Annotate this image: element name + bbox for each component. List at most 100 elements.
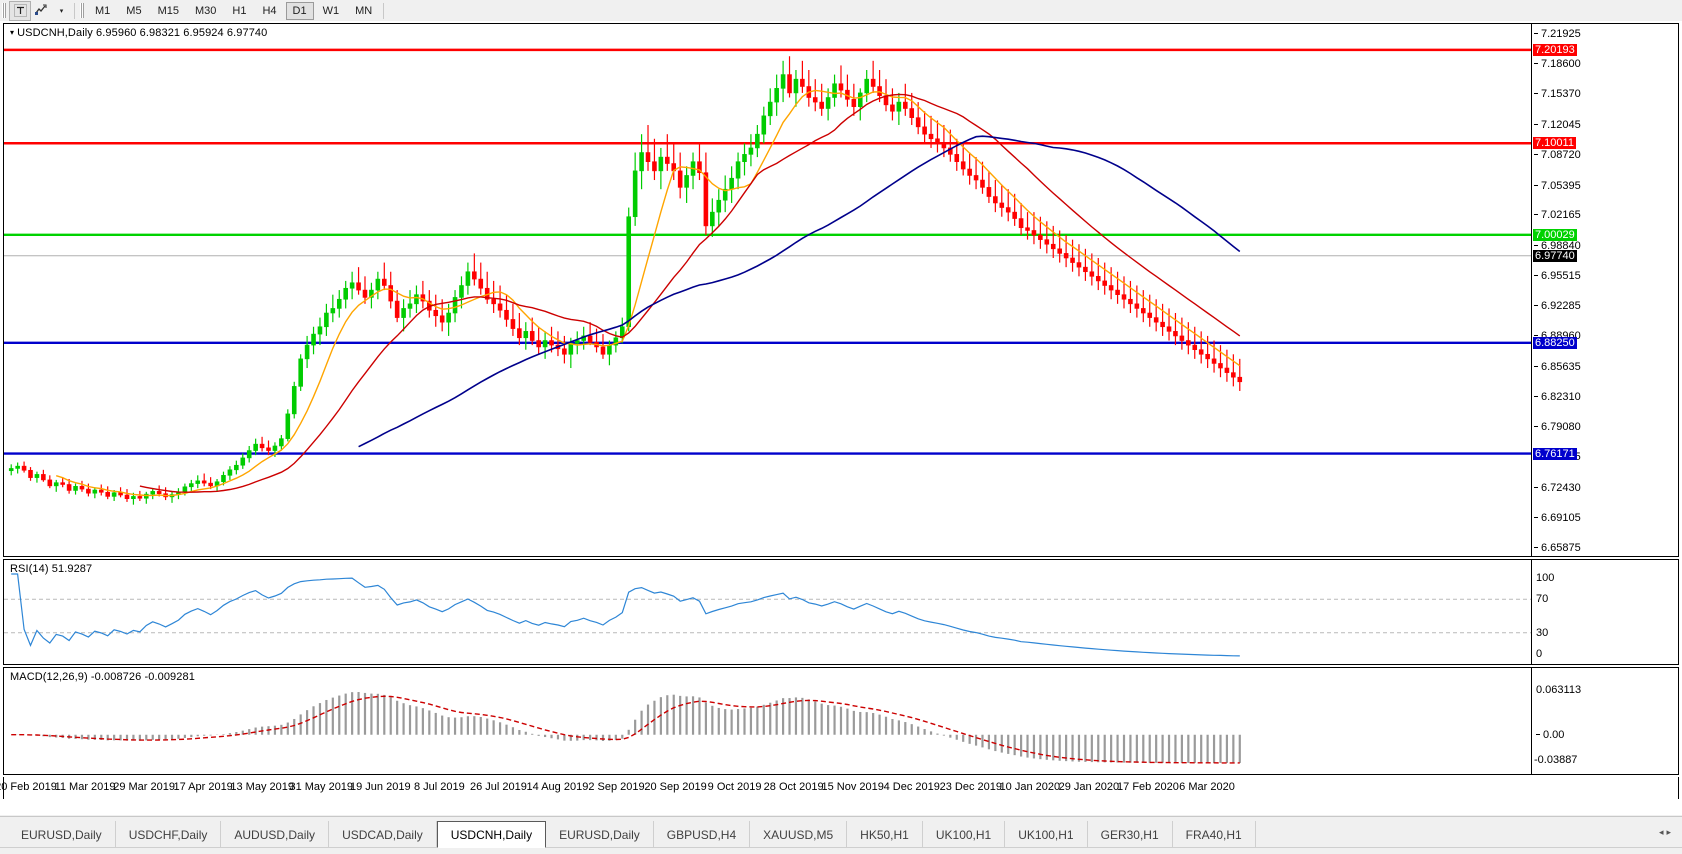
- candlestick-svg: [4, 48, 1531, 505]
- tab-scroll-controls[interactable]: ◂▸: [1659, 827, 1674, 838]
- date-tick: 2 Sep 2019: [588, 781, 645, 793]
- toolbar: ▾ M1 M5 M15 M30 H1 H4 D1 W1 MN: [0, 0, 1682, 22]
- price-plot[interactable]: [4, 24, 1531, 556]
- date-tick: 29 Jan 2020: [1058, 781, 1120, 793]
- period-h1[interactable]: H1: [232, 4, 247, 17]
- rsi-tick: 100: [1536, 572, 1555, 584]
- date-tick: 8 Jul 2019: [413, 781, 465, 793]
- rsi-pane[interactable]: RSI(14) 51.9287 100 70 30 0: [3, 559, 1679, 665]
- symbol-ohlc-text: USDCNH,Daily 6.95960 6.98321 6.95924 6.9…: [17, 27, 268, 39]
- chart-tab[interactable]: FRA40,H1: [1173, 821, 1256, 848]
- price-tag-resistance-top: 7.20193: [1533, 43, 1577, 56]
- tab-scroll-left-icon[interactable]: ◂: [1658, 827, 1667, 837]
- rsi-svg: [4, 573, 1531, 657]
- date-axis[interactable]: 20 Feb 2019 11 Mar 2019 29 Mar 2019 17 Apr …: [0, 777, 1679, 799]
- tab-scroll-right-icon[interactable]: ▸: [1666, 827, 1674, 837]
- price-tick: 6.65875: [1534, 542, 1581, 554]
- chart-tab[interactable]: AUDUSD,Daily: [221, 821, 330, 848]
- toolbar-separator: [74, 2, 75, 19]
- chart-tab[interactable]: UK100,H1: [1005, 821, 1088, 848]
- price-tag-current: 6.97740: [1533, 249, 1577, 262]
- period-m15[interactable]: M15: [157, 4, 179, 17]
- chart-tab[interactable]: HK50,H1: [847, 821, 923, 848]
- date-tick: 13 May 2019: [230, 781, 294, 793]
- macd-tick: 0.063113: [1536, 684, 1582, 696]
- chart-tab[interactable]: GER30,H1: [1088, 821, 1173, 848]
- date-tick: 28 Oct 2019: [763, 781, 824, 793]
- price-tick: 6.95515: [1534, 270, 1581, 282]
- rsi-plot[interactable]: [4, 560, 1531, 664]
- price-tick: 7.08720: [1534, 149, 1581, 161]
- collapse-caret-icon[interactable]: ▾: [10, 28, 15, 37]
- period-buttons: M1 M5 M15 M30 H1 H4 D1 W1 MN: [87, 1, 380, 20]
- draw-tool-icon: [35, 4, 47, 15]
- period-d1[interactable]: D1: [285, 1, 314, 20]
- rsi-tick: 70: [1536, 593, 1549, 606]
- chart-tab[interactable]: USDCHF,Daily: [116, 821, 222, 848]
- date-tick: 26 Jul 2019: [469, 781, 527, 793]
- chart-tab[interactable]: EURUSD,Daily: [8, 821, 116, 848]
- date-tick: 11 Mar 2019: [54, 781, 116, 793]
- price-tick: 7.18600: [1534, 58, 1581, 70]
- price-tick: 7.15370: [1534, 88, 1581, 100]
- toolbar-grip[interactable]: [2, 3, 6, 18]
- text-tool-button[interactable]: [9, 0, 31, 21]
- date-tick: 10 Jan 2020: [999, 781, 1061, 793]
- price-tick: 6.79080: [1534, 421, 1581, 433]
- period-m1[interactable]: M1: [95, 4, 111, 17]
- date-tick: 20 Sep 2019: [644, 781, 707, 793]
- period-m5[interactable]: M5: [126, 4, 142, 17]
- chart-tab[interactable]: USDCNH,Daily: [436, 821, 547, 848]
- tab-underline: [0, 847, 1682, 848]
- date-tick: 14 Aug 2019: [526, 781, 589, 793]
- macd-tick: 0.00: [1536, 729, 1564, 741]
- price-tag-resistance-mid: 7.10011: [1533, 137, 1576, 150]
- price-pane[interactable]: ▾ USDCNH,Daily 6.95960 6.98321 6.95924 6.…: [3, 23, 1679, 557]
- date-tick: 29 Mar 2019: [113, 781, 175, 793]
- macd-axis: 0.063113 0.00 -0.03887: [1531, 668, 1678, 774]
- chart-tab[interactable]: EURUSD,Daily: [546, 821, 654, 848]
- rsi-tick: 30: [1536, 626, 1549, 639]
- price-axis[interactable]: 7.21925 7.18600 7.15370 7.12045 7.08720 7.053…: [1531, 24, 1678, 556]
- price-tick: 7.05395: [1534, 180, 1581, 192]
- macd-pane[interactable]: MACD(12,26,9) -0.008726 -0.009281 0.0631…: [3, 667, 1679, 775]
- date-tick: 9 Oct 2019: [707, 781, 762, 793]
- macd-label: MACD(12,26,9) -0.008726 -0.009281: [10, 671, 195, 683]
- period-w1[interactable]: W1: [322, 4, 340, 17]
- macd-plot[interactable]: [4, 668, 1531, 774]
- date-tick: 20 Feb 2019: [0, 781, 57, 793]
- date-tick: 23 Dec 2019: [939, 781, 1002, 793]
- date-tick: 4 Dec 2019: [883, 781, 940, 793]
- chevron-down-icon: ▾: [59, 7, 64, 15]
- rsi-axis: 100 70 30 0: [1531, 560, 1678, 664]
- price-tag-support: 6.88250: [1533, 336, 1577, 349]
- period-mn[interactable]: MN: [355, 4, 373, 17]
- date-tick: 19 Jun 2019: [350, 781, 411, 793]
- draw-tool-button[interactable]: [31, 2, 51, 20]
- rsi-label: RSI(14) 51.9287: [10, 563, 93, 575]
- macd-svg: [11, 692, 1241, 764]
- symbol-info-label: ▾ USDCNH,Daily 6.95960 6.98321 6.95924 6.…: [10, 27, 267, 39]
- chart-tab[interactable]: XAUUSD,M5: [750, 821, 848, 848]
- date-tick: 17 Feb 2020: [1117, 781, 1179, 793]
- chart-area: ▾ USDCNH,Daily 6.95960 6.98321 6.95924 6.…: [0, 21, 1682, 815]
- rsi-tick: 0: [1536, 648, 1543, 660]
- price-tick: 7.02165: [1534, 209, 1581, 221]
- price-tick: 6.92285: [1534, 300, 1581, 312]
- date-tick: 15 Nov 2019: [821, 781, 884, 793]
- chart-tab[interactable]: USDCAD,Daily: [329, 821, 437, 848]
- period-h4[interactable]: H4: [262, 4, 277, 17]
- chart-tab[interactable]: UK100,H1: [923, 821, 1006, 848]
- draw-tool-dropdown[interactable]: ▾: [51, 2, 71, 20]
- period-grip[interactable]: [80, 3, 84, 18]
- price-tick: 6.98840: [1534, 240, 1581, 252]
- date-tick: 17 Apr 2019: [173, 781, 233, 793]
- date-tick: 6 Mar 2020: [1179, 781, 1235, 793]
- price-tick: 6.85635: [1534, 361, 1581, 373]
- chart-tab[interactable]: GBPUSD,H4: [654, 821, 751, 848]
- period-m30[interactable]: M30: [194, 4, 217, 17]
- price-tag-support-low: 6.76171: [1533, 447, 1577, 460]
- chart-tabs: EURUSD,Daily USDCHF,Daily AUDUSD,Daily USDC…: [8, 821, 1256, 848]
- macd-tick: -0.03887: [1534, 754, 1578, 766]
